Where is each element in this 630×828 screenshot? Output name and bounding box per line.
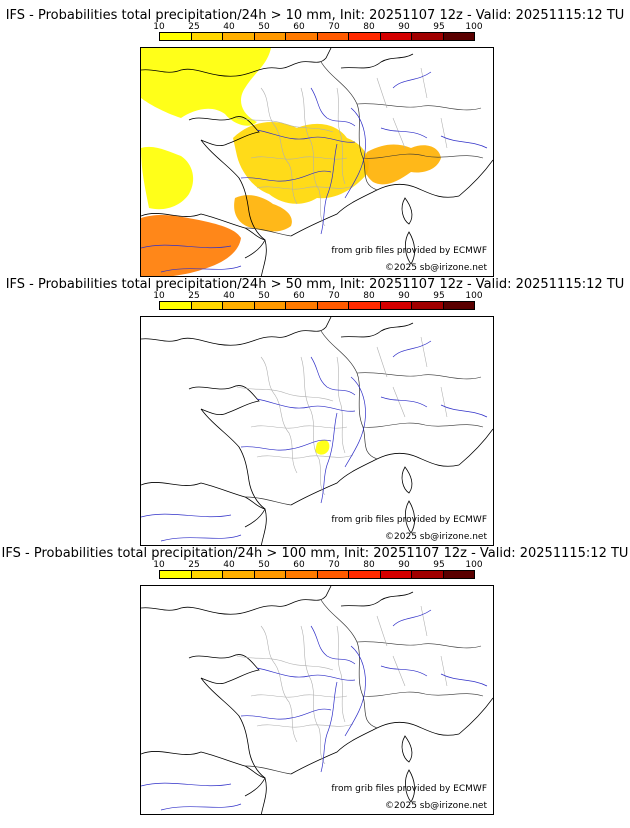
colorbar-swatch <box>191 33 223 40</box>
panel-title: IFS - Probabilities total precipitation/… <box>5 277 625 292</box>
precip-area-central-france <box>233 122 369 204</box>
colorbar-swatch <box>349 571 381 578</box>
colorbar-tick: 40 <box>223 560 235 570</box>
colorbar: 10 25 40 50 60 70 80 90 95 100 <box>153 560 483 579</box>
colorbar-swatch <box>380 33 412 40</box>
colorbar-swatch <box>443 33 474 40</box>
colorbar-swatch <box>349 302 381 309</box>
panel-title: IFS - Probabilities total precipitation/… <box>1 546 629 561</box>
map-panel-10mm: IFS - Probabilities total precipitation/… <box>0 8 630 278</box>
copyright-credit: ©2025 sb@irizone.net <box>385 263 487 273</box>
map-canvas <box>141 586 493 814</box>
colorbar-tick: 60 <box>293 22 305 32</box>
colorbar-tick: 50 <box>258 560 270 570</box>
colorbar-swatch <box>254 302 286 309</box>
colorbar-swatch <box>223 302 255 309</box>
colorbar-tick: 10 <box>153 22 165 32</box>
precip-map: from grib files provided by ECMWF ©2025 … <box>140 47 494 277</box>
copyright-credit: ©2025 sb@irizone.net <box>385 532 487 542</box>
colorbar-swatch <box>412 571 444 578</box>
colorbar-swatch <box>160 33 192 40</box>
panel-title: IFS - Probabilities total precipitation/… <box>5 8 625 23</box>
colorbar-tick: 95 <box>433 22 445 32</box>
colorbar-swatch <box>254 571 286 578</box>
colorbar-tick: 10 <box>153 560 165 570</box>
precip-area-rhone-alps <box>363 144 441 185</box>
colorbar-swatch <box>254 33 286 40</box>
colorbar-swatch <box>223 571 255 578</box>
colorbar-tick: 90 <box>398 560 410 570</box>
precip-area-southwest-gascony <box>234 195 292 232</box>
colorbar: 10 25 40 50 60 70 80 90 95 100 <box>153 291 483 310</box>
colorbar-swatch <box>160 302 192 309</box>
colorbar-tick: 95 <box>433 560 445 570</box>
colorbar-swatch <box>317 302 349 309</box>
colorbar-tick: 80 <box>363 291 375 301</box>
precip-area-brittany-channel <box>141 48 271 126</box>
data-source-credit: from grib files provided by ECMWF <box>331 246 487 256</box>
colorbar-tick: 10 <box>153 291 165 301</box>
colorbar-tick: 50 <box>258 22 270 32</box>
colorbar-tick: 80 <box>363 560 375 570</box>
colorbar-tick: 60 <box>293 560 305 570</box>
colorbar-tick: 25 <box>188 560 200 570</box>
copyright-credit: ©2025 sb@irizone.net <box>385 801 487 811</box>
colorbar-tick: 90 <box>398 22 410 32</box>
colorbar-tick: 100 <box>465 22 483 32</box>
map-panel-100mm: IFS - Probabilities total precipitation/… <box>0 546 630 816</box>
colorbar-swatch <box>223 33 255 40</box>
data-source-credit: from grib files provided by ECMWF <box>331 515 487 525</box>
colorbar: 10 25 40 50 60 70 80 90 95 100 <box>153 22 483 41</box>
colorbar-swatch <box>191 302 223 309</box>
colorbar-tick: 50 <box>258 291 270 301</box>
colorbar-tick: 100 <box>465 291 483 301</box>
colorbar-tick: 60 <box>293 291 305 301</box>
colorbar-swatch <box>443 571 474 578</box>
colorbar-tick: 70 <box>328 291 340 301</box>
precip-area-west-atlantic <box>141 146 194 210</box>
colorbar-swatch <box>191 571 223 578</box>
colorbar-tick: 40 <box>223 22 235 32</box>
precip-probability-shading <box>141 48 441 276</box>
precip-map: from grib files provided by ECMWF ©2025 … <box>140 316 494 546</box>
colorbar-swatch <box>286 33 318 40</box>
colorbar-swatch <box>160 571 192 578</box>
colorbar-swatch <box>443 302 474 309</box>
precip-probability-shading <box>315 440 330 455</box>
colorbar-tick: 80 <box>363 22 375 32</box>
colorbar-tick: 100 <box>465 560 483 570</box>
colorbar-swatches <box>159 32 475 41</box>
colorbar-swatch <box>349 33 381 40</box>
colorbar-swatch <box>286 302 318 309</box>
precip-map: from grib files provided by ECMWF ©2025 … <box>140 585 494 815</box>
colorbar-tick: 95 <box>433 291 445 301</box>
data-source-credit: from grib files provided by ECMWF <box>331 784 487 794</box>
colorbar-swatch <box>412 33 444 40</box>
colorbar-tick: 70 <box>328 560 340 570</box>
map-canvas <box>141 317 493 545</box>
colorbar-swatches <box>159 570 475 579</box>
colorbar-tick: 25 <box>188 22 200 32</box>
colorbar-swatch <box>412 302 444 309</box>
colorbar-tick: 70 <box>328 22 340 32</box>
colorbar-swatch <box>317 33 349 40</box>
colorbar-swatch <box>317 571 349 578</box>
colorbar-tick: 90 <box>398 291 410 301</box>
colorbar-swatch <box>380 571 412 578</box>
map-canvas <box>141 48 493 276</box>
precip-area-north-iberia <box>141 214 241 276</box>
map-panel-50mm: IFS - Probabilities total precipitation/… <box>0 277 630 547</box>
colorbar-swatches <box>159 301 475 310</box>
colorbar-tick: 25 <box>188 291 200 301</box>
colorbar-swatch <box>380 302 412 309</box>
colorbar-tick: 40 <box>223 291 235 301</box>
precip-area-cevennes <box>315 440 330 455</box>
colorbar-swatch <box>286 571 318 578</box>
